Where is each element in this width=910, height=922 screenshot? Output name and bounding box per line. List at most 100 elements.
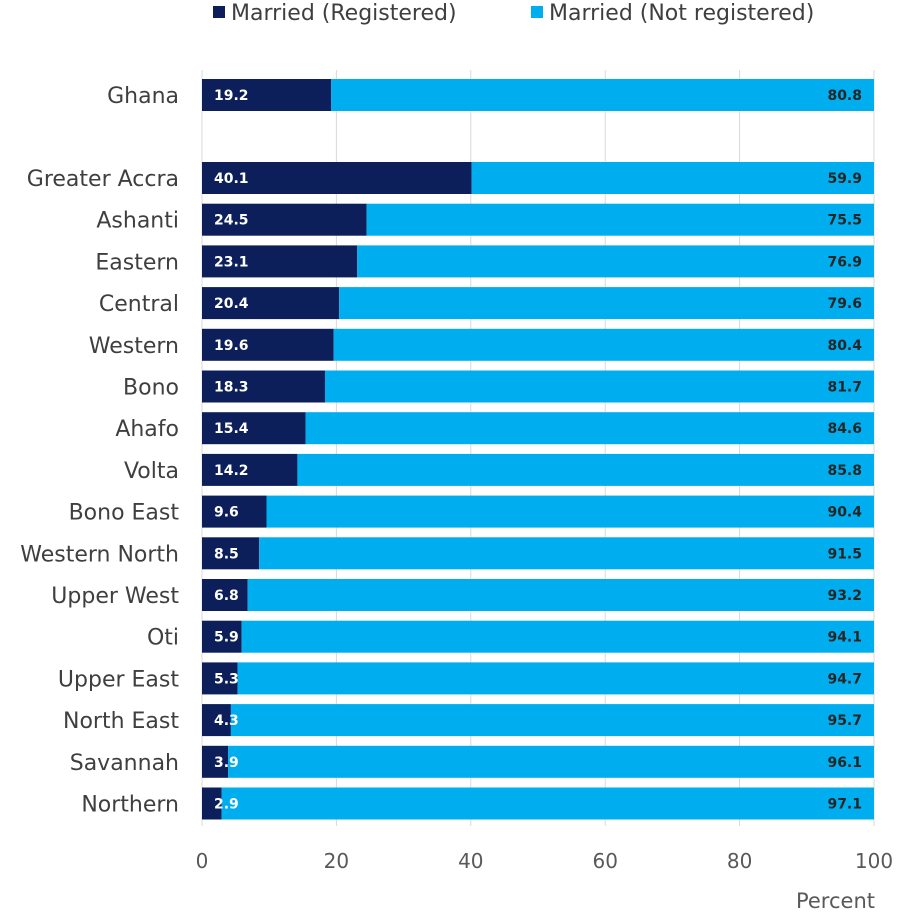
data-label-registered-western-north: 8.5 (214, 546, 239, 562)
category-label-ghana: Ghana (107, 84, 179, 109)
bars: 19.2 80.8 40.1 59.9 24.5 75.5 23.1 76.9 20.4 79.6… (202, 79, 875, 820)
x-axis-title: Percent (796, 889, 875, 913)
data-label-not-registered-upper-west: 93.2 (827, 588, 862, 604)
bar-not-registered-bono-east (266, 495, 875, 528)
bar-not-registered-ahafo (305, 412, 874, 445)
data-label-registered-central: 20.4 (214, 296, 249, 312)
bar-not-registered-western (333, 328, 874, 361)
bar-registered-volta (202, 453, 298, 486)
data-label-registered-eastern: 23.1 (214, 254, 249, 270)
data-label-registered-ghana: 19.2 (214, 88, 249, 104)
bar-not-registered-oti (241, 620, 874, 653)
bar-not-registered-western-north (259, 537, 874, 570)
bar-registered-oti (202, 620, 242, 653)
bar-registered-central (202, 287, 340, 320)
category-label-central: Central (99, 292, 179, 317)
bar-not-registered-northern (221, 787, 874, 820)
category-label-ashanti: Ashanti (96, 209, 179, 234)
bar-registered-northern (202, 787, 222, 820)
bar-not-registered-greater-accra (471, 162, 874, 194)
category-label-volta: Volta (124, 459, 179, 484)
category-label-oti: Oti (147, 626, 179, 651)
x-tick-label-80: 80 (727, 849, 752, 873)
data-label-not-registered-volta: 85.8 (827, 463, 862, 479)
x-tick-label-100: 100 (855, 849, 893, 873)
x-tick-label-40: 40 (458, 849, 483, 873)
data-label-not-registered-bono-east: 90.4 (827, 505, 862, 521)
bar-registered-savannah (202, 745, 229, 778)
data-label-registered-greater-accra: 40.1 (214, 171, 249, 187)
bar-registered-ahafo (202, 412, 306, 445)
category-label-upper-east: Upper East (58, 667, 179, 692)
data-label-registered-upper-east: 5.3 (214, 671, 239, 687)
bar-not-registered-ashanti (366, 203, 874, 236)
bar-not-registered-upper-east (237, 662, 875, 695)
category-label-north-east: North East (63, 709, 179, 734)
data-label-registered-northern: 2.9 (214, 797, 239, 813)
bar-not-registered-central (339, 287, 874, 320)
data-label-not-registered-north-east: 95.7 (827, 713, 862, 729)
category-label-western-north: Western North (20, 542, 179, 567)
category-label-ahafo: Ahafo (115, 417, 179, 442)
data-label-not-registered-greater-accra: 59.9 (827, 171, 862, 187)
legend: Married (Registered) Married (Not registe… (213, 1, 814, 26)
data-label-registered-north-east: 4.3 (214, 713, 239, 729)
bar-not-registered-savannah (228, 745, 874, 778)
x-tick-label-60: 60 (592, 849, 617, 873)
category-label-upper-west: Upper West (51, 584, 179, 609)
bar-registered-eastern (202, 245, 358, 278)
category-labels: Ghana Greater Accra Ashanti Eastern Central W… (20, 84, 179, 818)
category-label-northern: Northern (81, 793, 179, 818)
category-label-eastern: Eastern (95, 250, 179, 275)
bar-not-registered-bono (324, 370, 874, 403)
legend-label-married-not-registered: Married (Not registered) (549, 1, 814, 26)
data-label-not-registered-oti: 94.1 (827, 630, 862, 646)
bar-not-registered-eastern (357, 245, 874, 278)
bar-registered-greater-accra (202, 162, 472, 194)
category-label-greater-accra: Greater Accra (27, 167, 179, 192)
data-label-registered-bono: 18.3 (214, 380, 249, 396)
bar-registered-bono-east (202, 495, 267, 528)
legend-swatch-married-not-registered (531, 6, 543, 18)
bar-registered-upper-west (202, 579, 248, 611)
bar-registered-ghana (202, 79, 332, 111)
bar-not-registered-ghana (331, 79, 874, 111)
data-label-registered-volta: 14.2 (214, 463, 249, 479)
gridlines (201, 70, 875, 826)
category-label-savannah: Savannah (70, 751, 179, 776)
bar-registered-ashanti (202, 203, 367, 236)
data-label-registered-ahafo: 15.4 (214, 421, 249, 437)
data-label-not-registered-ahafo: 84.6 (827, 421, 862, 437)
category-label-bono: Bono (123, 376, 179, 401)
data-label-not-registered-bono: 81.7 (827, 380, 862, 396)
data-label-registered-ashanti: 24.5 (214, 213, 249, 229)
bar-registered-north-east (202, 704, 231, 737)
legend-swatch-married-registered (213, 6, 225, 18)
legend-label-married-registered: Married (Registered) (231, 1, 457, 26)
data-label-not-registered-ghana: 80.8 (827, 88, 862, 104)
data-label-not-registered-central: 79.6 (827, 296, 862, 312)
data-label-registered-oti: 5.9 (214, 630, 239, 646)
data-label-not-registered-western-north: 91.5 (827, 546, 862, 562)
category-label-western: Western (89, 334, 179, 359)
x-tick-label-0: 0 (196, 849, 209, 873)
data-label-registered-upper-west: 6.8 (214, 588, 239, 604)
bar-registered-western (202, 328, 334, 361)
bar-not-registered-volta (297, 453, 874, 486)
data-label-not-registered-eastern: 76.9 (827, 254, 862, 270)
data-label-not-registered-northern: 97.1 (827, 797, 862, 813)
data-label-registered-western: 19.6 (214, 338, 249, 354)
data-label-not-registered-western: 80.4 (827, 338, 862, 354)
data-label-registered-bono-east: 9.6 (214, 505, 239, 521)
category-label-bono-east: Bono East (69, 501, 180, 526)
x-tick-label-20: 20 (324, 849, 349, 873)
bar-not-registered-upper-west (247, 579, 875, 611)
data-label-registered-savannah: 3.9 (214, 755, 239, 771)
bar-registered-western-north (202, 537, 260, 570)
data-label-not-registered-ashanti: 75.5 (827, 213, 862, 229)
bar-registered-upper-east (202, 662, 238, 695)
data-label-not-registered-upper-east: 94.7 (827, 671, 862, 687)
bar-not-registered-north-east (230, 704, 874, 737)
